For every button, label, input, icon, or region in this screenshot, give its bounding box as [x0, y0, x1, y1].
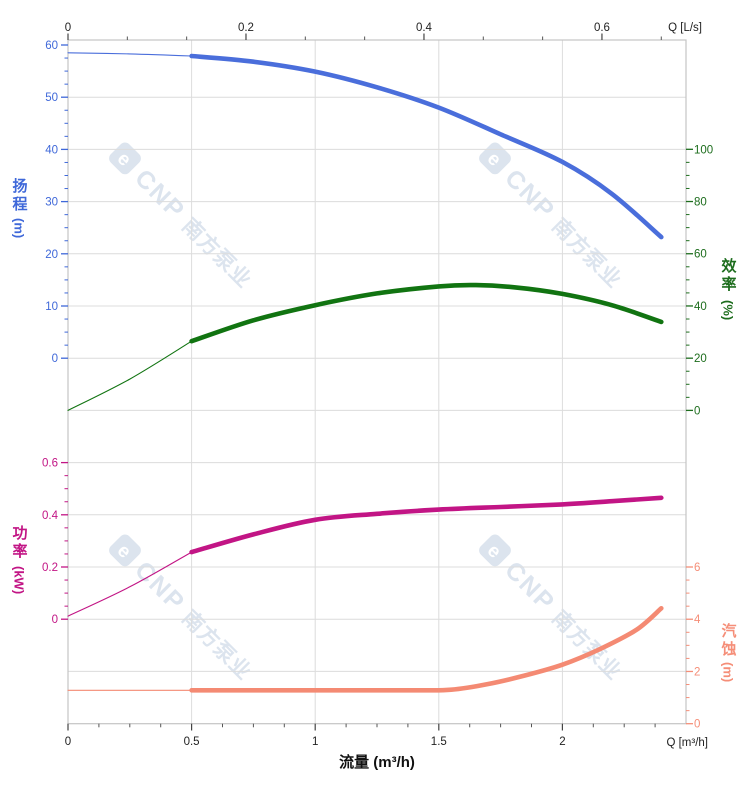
- grid-layer: [68, 40, 686, 724]
- npsh-curve: [189, 606, 664, 693]
- axis-label-layer: Q [L/s] Q [m³/h] 流量 (m³/h) 扬程(m)效率(%)功率(…: [12, 22, 738, 771]
- head-axis-tick-label: 20: [45, 249, 58, 261]
- head-axis-tick-label: 10: [45, 301, 58, 313]
- head-axis-tick-label: 60: [45, 40, 58, 52]
- power-axis-tick-label: 0: [52, 614, 58, 626]
- power-curve-thin: [67, 551, 193, 617]
- watermark-company: 南方泵业: [547, 214, 626, 293]
- npsh-axis-title: 蚀: [720, 640, 736, 658]
- power-curve: [189, 495, 664, 555]
- power-axis-title: 率: [12, 542, 27, 560]
- eff-curve-thin: [67, 340, 193, 411]
- eff-axis-tick-label: 20: [694, 353, 707, 365]
- eff-axis-tick-label: 0: [694, 405, 700, 417]
- plot-border: [67, 39, 687, 725]
- cnp-logo-icon: [479, 142, 511, 175]
- top-axis-tick-label: 0.4: [416, 22, 433, 34]
- head-axis-title: 扬: [12, 177, 27, 195]
- top-axis-tick-label: 0: [65, 22, 71, 34]
- top-axis-tick-label: 0.2: [238, 22, 254, 34]
- eff-axis-title: 率: [721, 275, 736, 293]
- bottom-axis-tick-label: 1: [312, 736, 318, 748]
- eff-axis-title: 效: [721, 257, 737, 275]
- eff-axis-tick-label: 100: [694, 144, 713, 156]
- bottom-axis-tick-label: 1.5: [431, 736, 447, 748]
- eff-curve: [189, 282, 664, 344]
- power-axis-tick-label: 0.4: [42, 510, 59, 522]
- head-axis-tick-label: 40: [45, 144, 58, 156]
- cnp-logo-icon: [479, 534, 511, 567]
- npsh-axis-unit: (m): [721, 662, 736, 682]
- eff-axis-unit: (%): [721, 300, 736, 320]
- watermark-company: 南方泵业: [177, 606, 256, 685]
- watermark-brand: CNP: [129, 164, 190, 225]
- bottom-axis-tick-label: 0: [65, 736, 71, 748]
- bottom-axis-unit: Q [m³/h]: [666, 737, 708, 749]
- top-axis-unit: Q [L/s]: [668, 22, 702, 34]
- eff-axis-tick-label: 60: [694, 249, 707, 261]
- top-axis-tick-label: 0.6: [594, 22, 610, 34]
- watermark-company: 南方泵业: [547, 606, 626, 685]
- watermark-company: 南方泵业: [177, 214, 256, 293]
- plot-border-layer: [67, 39, 687, 725]
- head-axis-unit: (m): [12, 218, 27, 238]
- tick-layer: 0 0.2 0.4 0.60 0.5 1 1.5 2010203040506000.20.40…: [42, 22, 713, 748]
- npsh-axis-tick-label: 2: [694, 666, 700, 678]
- watermark-brand: CNP: [499, 164, 560, 225]
- head-curve-thin: [67, 52, 193, 57]
- watermark-brand: CNP: [499, 556, 560, 617]
- head-axis-tick-label: 30: [45, 197, 58, 209]
- cnp-logo-icon: [109, 534, 141, 567]
- head-curve: [189, 53, 664, 240]
- npsh-axis-title: 汽: [721, 622, 736, 640]
- head-axis-tick-label: 0: [52, 353, 58, 365]
- x-axis-title: 流量 (m³/h): [339, 753, 415, 771]
- watermark-brand: CNP: [129, 556, 190, 617]
- power-axis-tick-label: 0.6: [42, 458, 58, 470]
- cnp-logo-icon: [109, 142, 141, 175]
- power-axis-tick-label: 0.2: [42, 562, 58, 574]
- bottom-axis-tick-label: 0.5: [184, 736, 200, 748]
- npsh-axis-tick-label: 4: [694, 614, 701, 626]
- bottom-axis-tick-label: 2: [559, 736, 565, 748]
- curve-layer: [67, 52, 664, 693]
- npsh-axis-tick-label: 0: [694, 719, 700, 731]
- power-axis-unit: (kW): [12, 566, 27, 594]
- eff-axis-tick-label: 80: [694, 197, 707, 209]
- head-axis-tick-label: 50: [45, 92, 58, 104]
- power-axis-title: 功: [12, 525, 27, 542]
- npsh-axis-tick-label: 6: [694, 562, 700, 574]
- eff-axis-tick-label: 40: [694, 301, 707, 313]
- head-axis-title: 程: [12, 196, 27, 213]
